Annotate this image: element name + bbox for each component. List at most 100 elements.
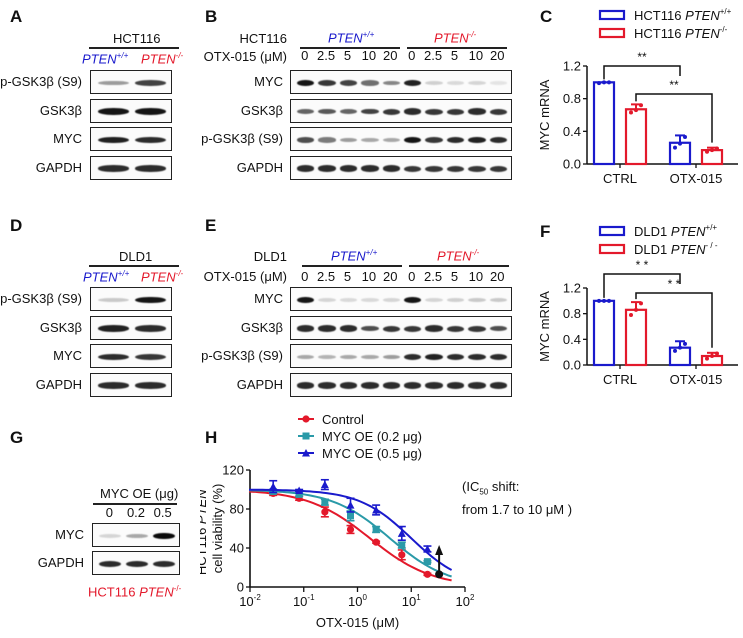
protein-band	[468, 353, 486, 361]
protein-band	[425, 353, 443, 361]
y-axis-label: MYC mRNA	[537, 291, 552, 362]
legend-swatch	[598, 243, 626, 255]
caption-g: HCT116 PTEN-/-	[88, 584, 181, 599]
replicate-point	[602, 298, 606, 303]
data-point	[398, 551, 406, 559]
bar	[668, 346, 692, 367]
y-tick-label: 0.4	[563, 124, 581, 139]
panel-label-f: F	[540, 222, 551, 241]
protein-band	[99, 534, 122, 538]
protein-band	[318, 137, 336, 143]
data-point	[398, 541, 406, 549]
protein-band	[135, 108, 166, 115]
protein-band	[382, 165, 401, 172]
data-point	[423, 570, 432, 578]
dose-tick-label: 5	[450, 269, 459, 284]
protein-band	[135, 296, 166, 304]
protein-band	[361, 298, 379, 302]
blot-row-label: MYC	[53, 131, 82, 146]
protein-band	[489, 382, 508, 389]
dose-response-chart-h: Control MYC OE (0.2 μg) MYC OE (0.5 μg) 0 40…	[200, 412, 475, 630]
protein-band	[318, 165, 336, 172]
replicate-point	[710, 148, 714, 153]
x-tick-label: 10-1	[293, 593, 315, 609]
protein-band	[446, 165, 465, 172]
blot-row-label: GSK3β	[39, 102, 82, 118]
dose-tick-label: 0.2	[126, 505, 146, 520]
protein-band	[489, 81, 508, 85]
dose-tick-label: 10	[468, 269, 484, 284]
protein-band	[339, 382, 358, 389]
protein-band	[98, 325, 129, 332]
replicate-point	[715, 351, 719, 356]
blot-row-label: GSK3β	[39, 319, 82, 335]
protein-band	[361, 325, 379, 332]
genotype-b-ko: PTEN-/-	[434, 30, 476, 45]
protein-band	[135, 325, 166, 332]
protein-band	[446, 353, 465, 361]
blot-strip	[290, 98, 512, 123]
protein-band	[318, 298, 336, 302]
ic50-annotation-sub: 50	[479, 487, 489, 497]
dose-tick-label: 20	[490, 48, 505, 63]
blot-row-label: p-GSK3β (S9)	[0, 291, 82, 306]
protein-band	[403, 296, 422, 304]
y-tick-label: 1.2	[563, 59, 581, 74]
legend-entry: DLD1 PTEN- / -	[634, 241, 718, 257]
genotype-b-wt-name: PTEN	[328, 30, 363, 46]
protein-band	[152, 560, 175, 568]
protein-band	[296, 325, 315, 332]
blot-strip	[290, 315, 512, 340]
data-point	[321, 508, 329, 516]
protein-band	[135, 165, 166, 172]
bar	[592, 81, 616, 166]
data-point	[295, 490, 303, 498]
panel-label-a: A	[10, 7, 23, 26]
legend-marker	[302, 432, 310, 440]
replicate-point	[715, 146, 719, 151]
protein-band	[296, 137, 315, 143]
blot-strip	[90, 372, 172, 397]
protein-band	[318, 325, 336, 332]
protein-band	[446, 136, 465, 144]
dose-tick-label: 5	[450, 48, 459, 63]
protein-band	[296, 382, 315, 389]
panel-label-h: H	[205, 428, 218, 447]
blot-row-label: MYC	[254, 291, 283, 306]
bar-chart-c: HCT116 PTEN+/+ HCT116 PTEN-/- 0.0 0.4 0.8 1.2…	[537, 7, 738, 186]
legend-entry: HCT116 PTEN+/+	[634, 7, 732, 23]
data-point	[372, 525, 380, 533]
protein-band	[318, 80, 336, 86]
protein-band	[425, 81, 443, 85]
blot-row-label: GAPDH	[35, 159, 82, 175]
protein-band	[361, 137, 379, 143]
replicate-point	[705, 356, 709, 361]
significance-label: * *	[668, 277, 681, 291]
genotype-a-ko-name: PTEN	[141, 51, 176, 67]
x-tick-label: 102	[456, 593, 475, 609]
blot-strip	[90, 127, 172, 151]
bar	[624, 108, 648, 166]
protein-band	[489, 297, 508, 303]
dose-tick-label: 2.5	[424, 269, 443, 284]
protein-band	[468, 108, 486, 115]
dose-label-e: OTX-015 (μM)	[203, 269, 287, 284]
protein-band	[98, 382, 129, 389]
replicate-point	[607, 80, 611, 85]
protein-band	[382, 108, 401, 115]
fit-curve	[248, 490, 452, 582]
protein-band	[296, 108, 315, 115]
protein-band	[98, 165, 129, 172]
caption-g-gene: PTEN	[139, 584, 174, 600]
y-axis-label: HCT116 PTEN-/- cell viability (%)	[200, 482, 225, 576]
protein-band	[98, 136, 129, 144]
blot-strip	[290, 127, 512, 151]
data-point	[397, 529, 406, 537]
data-point	[423, 558, 431, 566]
legend-marker	[302, 449, 310, 457]
protein-band	[382, 325, 401, 332]
protein-band	[382, 382, 401, 389]
blot-row-label: p-GSK3β (S9)	[201, 131, 283, 146]
ic50-shift-dot	[435, 570, 444, 579]
blot-strip	[92, 551, 180, 575]
